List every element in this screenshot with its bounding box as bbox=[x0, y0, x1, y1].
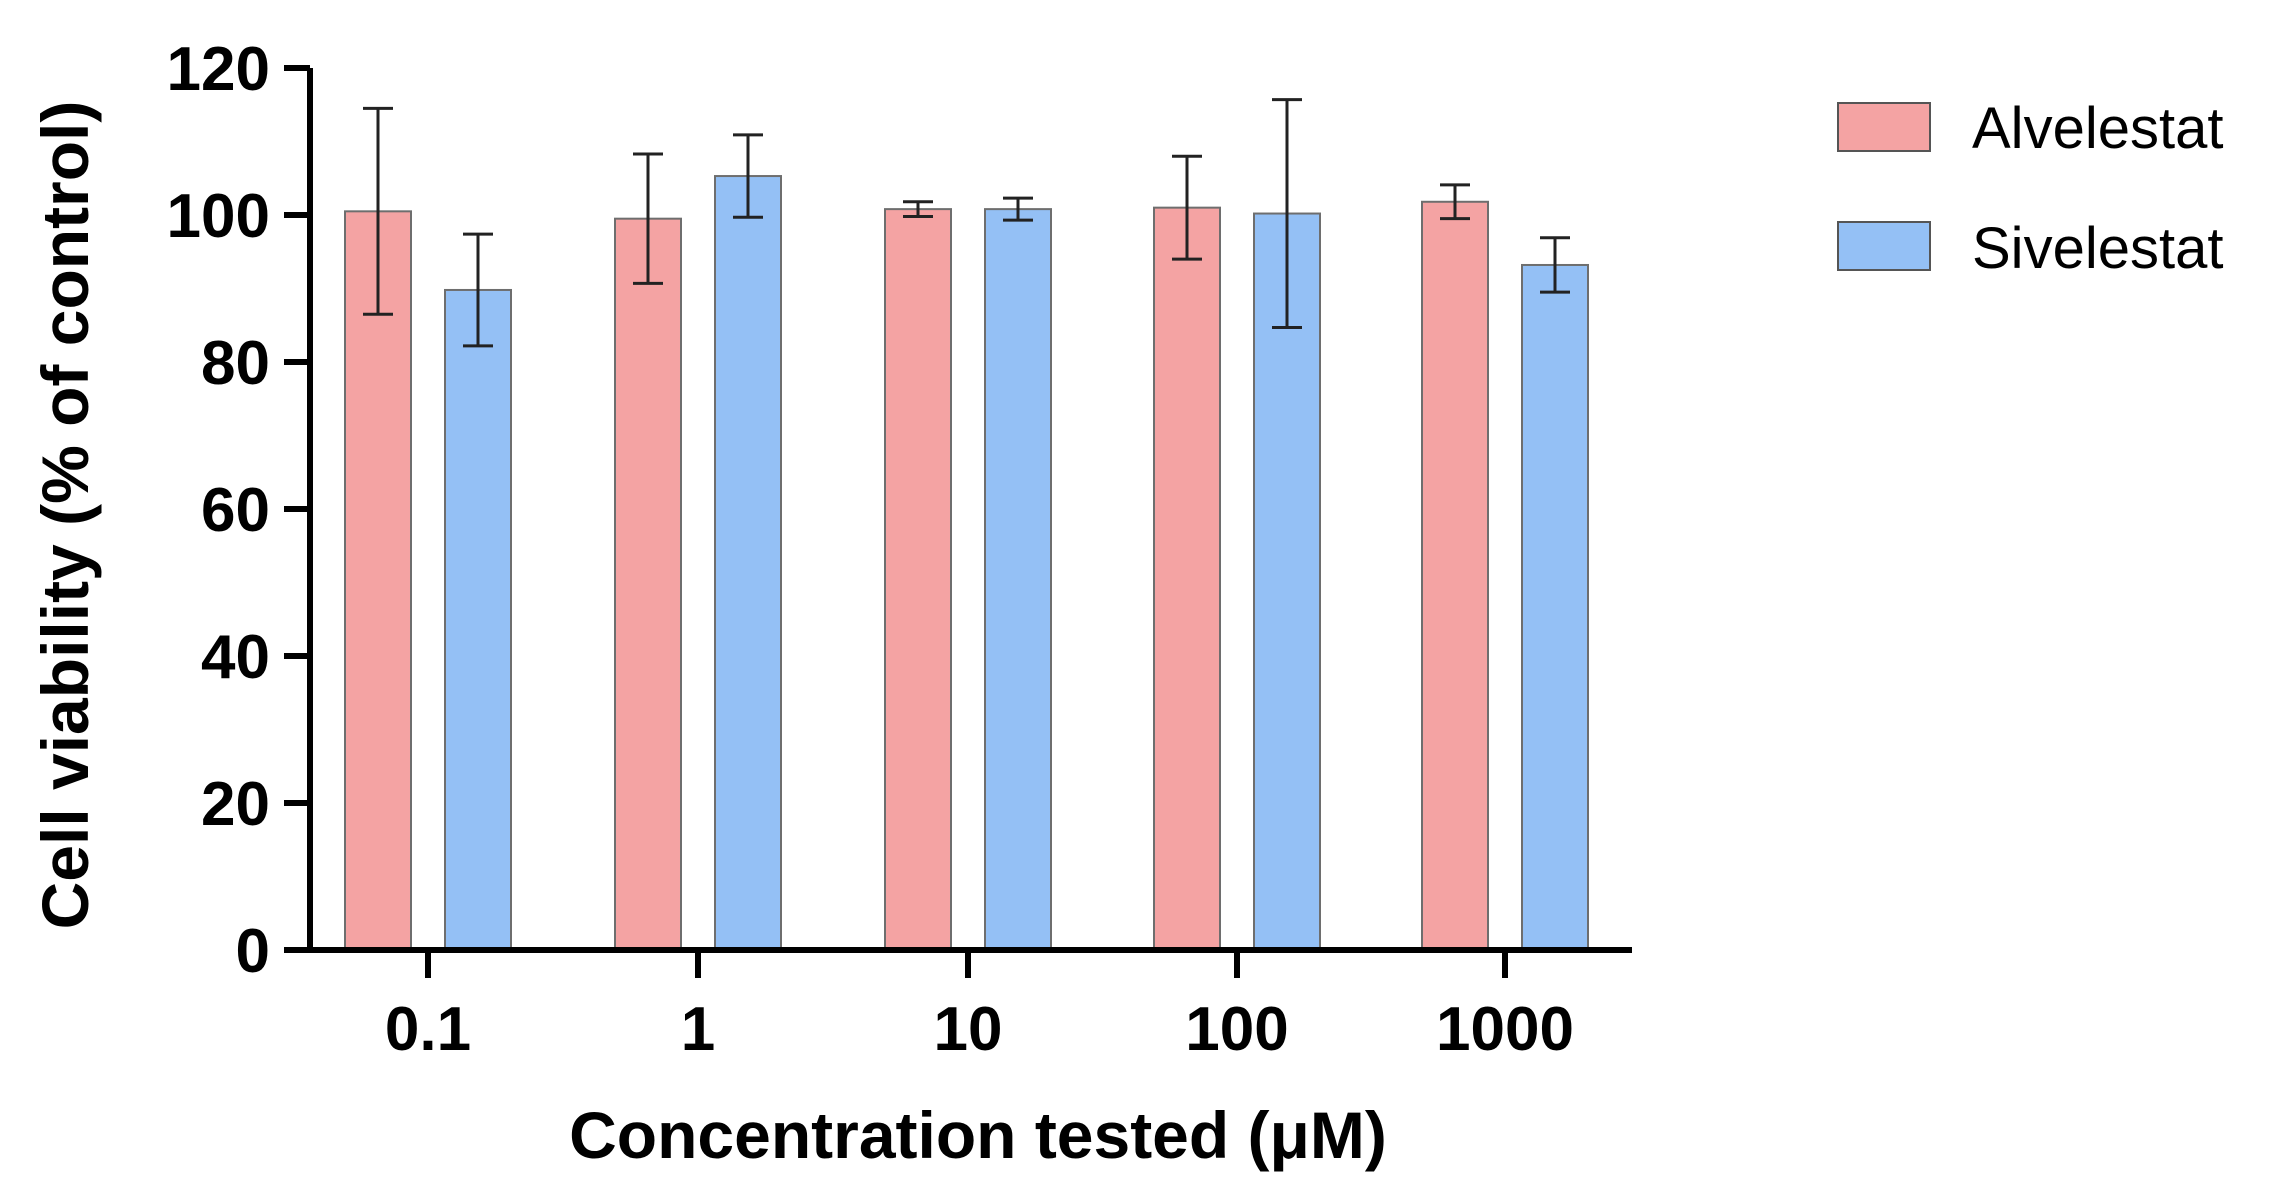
y-tick-label-0: 0 bbox=[236, 917, 270, 986]
error-bar-sivelestat-0-1 bbox=[463, 232, 493, 348]
y-ticks: 0 20 40 60 80 100 120 bbox=[167, 35, 310, 986]
x-tick-label-100: 100 bbox=[1185, 995, 1288, 1064]
bar-sivelestat-100 bbox=[1253, 212, 1321, 951]
error-bar-alvelestat-100 bbox=[1172, 154, 1202, 261]
x-tick-label-1: 1 bbox=[681, 995, 715, 1064]
bars-layer bbox=[344, 175, 1589, 952]
error-bar-alvelestat-1 bbox=[633, 152, 663, 285]
error-bar-sivelestat-1 bbox=[733, 133, 763, 219]
bar-alvelestat-10 bbox=[884, 208, 952, 951]
bar-alvelestat-100 bbox=[1153, 206, 1221, 951]
bar-sivelestat-10 bbox=[984, 208, 1052, 951]
legend-label-sivelestat: Sivelestat bbox=[1972, 216, 2223, 281]
bar-sivelestat-0-1 bbox=[444, 288, 512, 952]
y-tick-label-100: 100 bbox=[167, 182, 270, 251]
legend: Alvelestat Sivelestat bbox=[1837, 96, 2223, 281]
bar-sivelestat-1000 bbox=[1521, 263, 1589, 952]
error-bar-alvelestat-1000 bbox=[1440, 183, 1470, 221]
error-bar-sivelestat-10 bbox=[1003, 196, 1033, 222]
y-tick-label-40: 40 bbox=[201, 623, 270, 692]
x-tick-label-0-1: 0.1 bbox=[385, 995, 471, 1064]
error-bar-sivelestat-1000 bbox=[1540, 236, 1570, 294]
error-bar-alvelestat-0-1 bbox=[363, 106, 393, 316]
x-tick-label-10: 10 bbox=[934, 995, 1003, 1064]
y-tick-label-80: 80 bbox=[201, 329, 270, 398]
bar-alvelestat-0-1 bbox=[344, 210, 412, 951]
bar-alvelestat-1 bbox=[614, 217, 682, 952]
x-tick-label-1000: 1000 bbox=[1436, 995, 1574, 1064]
bar-sivelestat-1 bbox=[714, 175, 782, 952]
bar-alvelestat-1000 bbox=[1421, 200, 1489, 951]
y-tick-label-120: 120 bbox=[167, 35, 270, 104]
x-axis-title: Concentration tested (μM) bbox=[569, 1098, 1387, 1172]
error-bars-layer bbox=[363, 98, 1570, 348]
y-tick-label-20: 20 bbox=[201, 770, 270, 839]
error-bar-alvelestat-10 bbox=[903, 200, 933, 218]
legend-label-alvelestat: Alvelestat bbox=[1972, 96, 2223, 161]
legend-swatch-sivelestat bbox=[1837, 221, 1931, 271]
legend-swatch-alvelestat bbox=[1837, 102, 1931, 152]
error-bar-sivelestat-100 bbox=[1272, 98, 1302, 329]
y-tick-label-60: 60 bbox=[201, 476, 270, 545]
y-axis-title: Cell viability (% of control) bbox=[28, 101, 102, 930]
x-ticks: 0.1 1 10 100 1000 bbox=[385, 950, 1574, 1064]
